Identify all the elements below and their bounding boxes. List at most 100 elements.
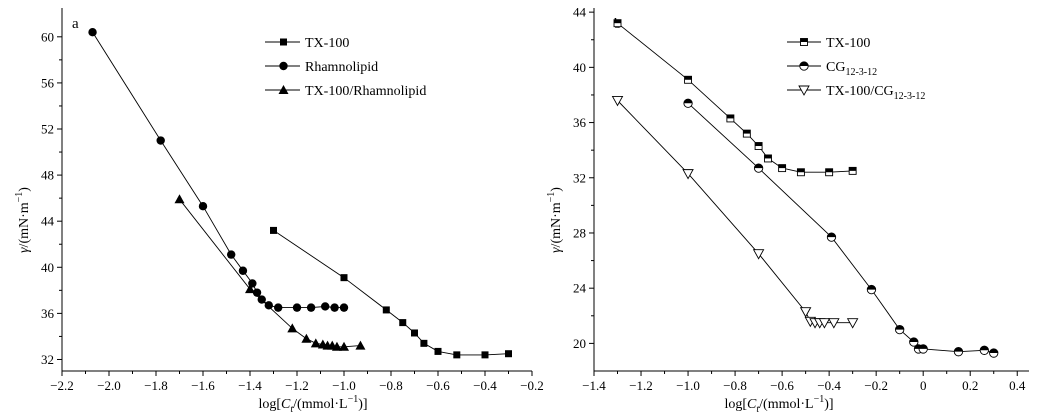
- panel-a-legend: TX-100 Rhamnolipid TX-100/Rhamnolipid: [265, 36, 426, 99]
- x-tick-label: −0.6: [426, 378, 450, 393]
- half-circle-marker-icon: [799, 61, 809, 71]
- data-point-half-circle: [979, 345, 989, 355]
- series-line-tx-100-rhamnolipid: [179, 199, 361, 348]
- y-tick-label: 36: [573, 115, 587, 130]
- x-tick-label: −0.8: [723, 378, 747, 393]
- data-point-square: [420, 339, 428, 347]
- data-point-half-circle: [753, 163, 764, 173]
- y-tick-label: 44: [41, 214, 55, 229]
- legend-label-tx100-b: TX-100: [826, 36, 870, 51]
- data-point-square: [453, 351, 461, 359]
- data-point-half-square: [684, 75, 693, 84]
- data-point-circle: [238, 266, 248, 275]
- data-point-half-square: [825, 168, 834, 177]
- x-tick-label: −1.4: [238, 378, 262, 393]
- panel-b-x-axis-label: log[Ct/(mmol·L−1)]: [724, 394, 833, 415]
- x-tick-label: 0.4: [1009, 378, 1026, 393]
- data-point-half-square: [796, 168, 805, 177]
- data-point-circle: [88, 28, 97, 37]
- triangle-down-marker-icon: [798, 85, 810, 96]
- panel-a-label: a: [72, 16, 79, 32]
- panel-a-x-axis-label: log[Ct/(mmol·L−1)]: [258, 394, 367, 415]
- y-tick-label: 32: [41, 352, 54, 367]
- square-marker-icon: [280, 38, 287, 46]
- x-tick-label: −1.0: [332, 378, 356, 393]
- data-point-square: [399, 319, 407, 327]
- series-line-tx-100: [617, 22, 853, 173]
- data-point-triangle-down: [611, 96, 624, 107]
- panel-b: b γ/(mN·m−1) log[Ct/(mmol·L−1)] −1.4−1.2…: [546, 5, 1029, 415]
- x-tick-label: −1.2: [629, 378, 653, 393]
- data-point-triangle: [310, 338, 321, 348]
- x-tick-label: −2.0: [97, 378, 121, 393]
- data-point-circle: [264, 301, 273, 310]
- x-tick-label: −0.6: [770, 378, 794, 393]
- x-tick-label: −1.0: [676, 378, 700, 393]
- data-point-circle: [274, 303, 283, 312]
- data-point-triangle-down: [846, 318, 859, 329]
- data-point-triangle: [331, 341, 342, 351]
- data-point-triangle-down: [752, 249, 765, 260]
- panel-a-y-axis-label: γ/(mN·m−1): [14, 187, 32, 253]
- data-point-square: [340, 274, 348, 282]
- legend-item-tx100-b: TX-100: [787, 36, 870, 51]
- y-tick-label: 40: [41, 260, 54, 275]
- legend-item-tx100: TX-100: [265, 36, 349, 51]
- data-point-half-square: [778, 164, 787, 173]
- data-point-half-square: [726, 114, 735, 123]
- data-point-triangle: [174, 194, 185, 204]
- panel-b-legend: TX-100 CG12-3-12 TX-100/CG12-3-12: [787, 36, 925, 102]
- data-point-half-circle: [866, 284, 877, 295]
- data-point-circle: [227, 250, 236, 259]
- y-tick-label: 20: [573, 336, 586, 351]
- x-tick-label: −0.8: [379, 378, 403, 393]
- legend-label-tx100: TX-100: [305, 36, 349, 51]
- y-tick-label: 24: [573, 281, 587, 296]
- data-point-square: [505, 350, 512, 358]
- y-tick-label: 40: [573, 60, 586, 75]
- data-point-square: [382, 306, 390, 314]
- data-point-half-circle: [826, 232, 837, 242]
- data-point-square: [411, 329, 418, 337]
- series-line-cg: [687, 102, 994, 354]
- data-point-half-circle: [918, 344, 928, 354]
- legend-label-cg12312: CG12-3-12: [826, 60, 877, 78]
- x-tick-label: −0.4: [817, 378, 841, 393]
- legend-label-tx100-cg12312: TX-100/CG12-3-12: [826, 84, 925, 102]
- data-point-half-square: [742, 129, 751, 138]
- x-tick-label: 0: [920, 378, 927, 393]
- y-tick-label: 48: [41, 168, 54, 183]
- data-point-circle: [321, 302, 330, 311]
- data-point-half-square: [754, 142, 763, 150]
- data-point-triangle: [339, 341, 349, 351]
- data-point-circle: [330, 303, 339, 312]
- data-point-circle: [339, 303, 349, 312]
- y-tick-label: 36: [41, 306, 55, 321]
- data-point-half-square: [764, 154, 772, 163]
- triangle-marker-icon: [278, 85, 289, 94]
- data-point-circle: [198, 202, 208, 211]
- data-point-square: [434, 347, 442, 355]
- x-tick-label: −1.2: [285, 378, 309, 393]
- legend-label-tx100-rhamnolipid: TX-100/Rhamnolipid: [305, 84, 426, 99]
- x-tick-label: −0.2: [864, 378, 888, 393]
- y-tick-label: 52: [41, 122, 54, 137]
- panel-b-y-axis-label: γ/(mN·m−1): [546, 187, 564, 253]
- x-tick-label: −2.2: [50, 378, 74, 393]
- data-point-triangle-down: [682, 169, 694, 180]
- legend-item-rhamnolipid: Rhamnolipid: [265, 60, 378, 75]
- data-point-triangle: [245, 284, 255, 294]
- circle-marker-icon: [279, 61, 288, 71]
- data-point-half-square: [848, 166, 857, 175]
- data-point-circle: [306, 303, 316, 312]
- x-tick-label: 0.2: [962, 378, 978, 393]
- data-point-triangle: [287, 323, 298, 333]
- y-tick-label: 60: [41, 29, 54, 44]
- data-point-half-circle: [683, 98, 693, 108]
- series-line-tx-100: [273, 230, 509, 356]
- legend-item-tx100-rhamnolipid: TX-100/Rhamnolipid: [265, 84, 426, 99]
- x-tick-label: −0.2: [520, 378, 544, 393]
- panel-a: a γ/(mN·m−1) log[Ct/(mmol·L−1)] −2.2 −2.0…: [14, 8, 544, 415]
- data-point-triangle-down: [818, 318, 831, 329]
